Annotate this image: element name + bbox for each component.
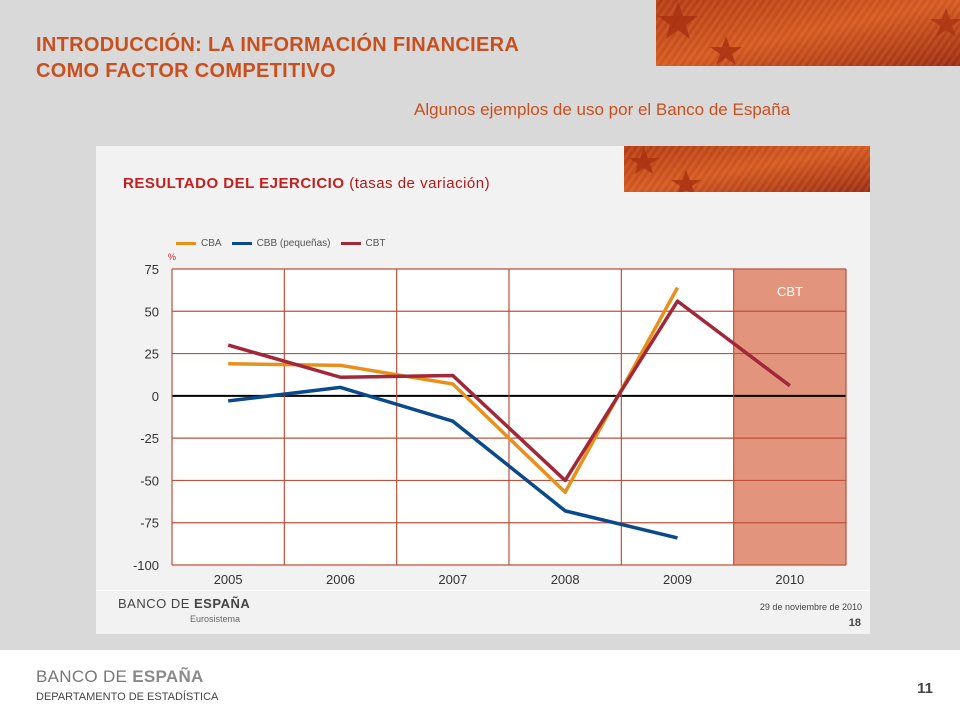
y-tick-label: -25	[140, 431, 159, 446]
y-tick-label: 75	[145, 262, 159, 277]
chart-title-note: (tasas de variación)	[349, 175, 491, 192]
shaded-region	[733, 269, 846, 565]
slide-subtitle: Algunos ejemplos de uso por el Banco de …	[414, 100, 791, 119]
shaded-region-label: CBT	[777, 284, 803, 299]
footer-logo: BANCO DE ESPAÑA	[36, 667, 204, 687]
x-tick-label: 2010	[775, 572, 804, 587]
footer-department: DEPARTAMENTO DE ESTADÍSTICA	[36, 691, 219, 703]
legend-item: CBB (pequeñas)	[231, 237, 331, 249]
y-tick-label: 25	[145, 347, 159, 362]
legend-swatch	[231, 241, 252, 245]
series-line-cbt	[227, 299, 791, 483]
star-icon	[930, 8, 960, 37]
chart-title: RESULTADO DEL EJERCICIO (tasas de variac…	[123, 175, 490, 192]
y-tick-label: 50	[145, 304, 159, 319]
footer-logo-light: BANCO DE	[36, 667, 133, 686]
panel-logo-text: BANCO DE ESPAÑA	[118, 596, 250, 611]
legend-label: CBA	[201, 237, 222, 249]
x-tick-label: 2009	[663, 572, 692, 587]
panel-logo-bold: ESPAÑA	[194, 596, 251, 611]
header-flag-banner	[656, 0, 960, 66]
slide-title-line2: COMO FACTOR COMPETITIVO	[36, 60, 336, 82]
y-tick-label: 0	[152, 389, 159, 404]
panel-logo: BANCO DE ESPAÑA Eurosistema	[118, 596, 250, 624]
slide-title: INTRODUCCIÓN: LA INFORMACIÓN FINANCIERA …	[36, 32, 636, 84]
star-icon	[629, 148, 659, 174]
panel-divider	[96, 590, 870, 591]
panel-page-number: 18	[848, 617, 861, 629]
panel-logo-sub: Eurosistema	[190, 614, 241, 624]
legend-label: CBT	[365, 237, 386, 249]
chart-title-main: RESULTADO DEL EJERCICIO	[123, 175, 345, 192]
panel-flag-banner	[624, 146, 870, 192]
y-tick-label: -75	[140, 516, 159, 531]
x-tick-label: 2007	[438, 572, 467, 587]
legend-item: CBA	[176, 238, 222, 249]
y-unit-label: %	[168, 252, 177, 262]
y-tick-label: -100	[133, 558, 159, 573]
legend-swatch	[340, 241, 361, 245]
star-icon	[658, 2, 698, 39]
y-tick-label: -50	[140, 473, 159, 488]
legend-label: CBB (pequeñas)	[256, 237, 331, 249]
legend-item: CBT	[340, 237, 386, 249]
x-tick-label: 2006	[326, 572, 355, 587]
footer-page-number: 11	[917, 680, 933, 697]
chart-legend: CBA CBB (pequeñas) CBT	[176, 235, 386, 251]
star-icon	[671, 170, 701, 192]
footer-logo-bold: ESPAÑA	[132, 667, 204, 686]
x-tick-label: 2005	[214, 572, 243, 587]
slide-title-line1: INTRODUCCIÓN: LA INFORMACIÓN FINANCIERA	[36, 34, 520, 56]
star-icon	[710, 36, 742, 65]
legend-swatch	[176, 241, 196, 245]
panel-date: 29 de noviembre de 2010	[759, 602, 862, 612]
panel-logo-light: BANCO DE	[118, 596, 195, 611]
x-tick-label: 2008	[551, 572, 580, 587]
